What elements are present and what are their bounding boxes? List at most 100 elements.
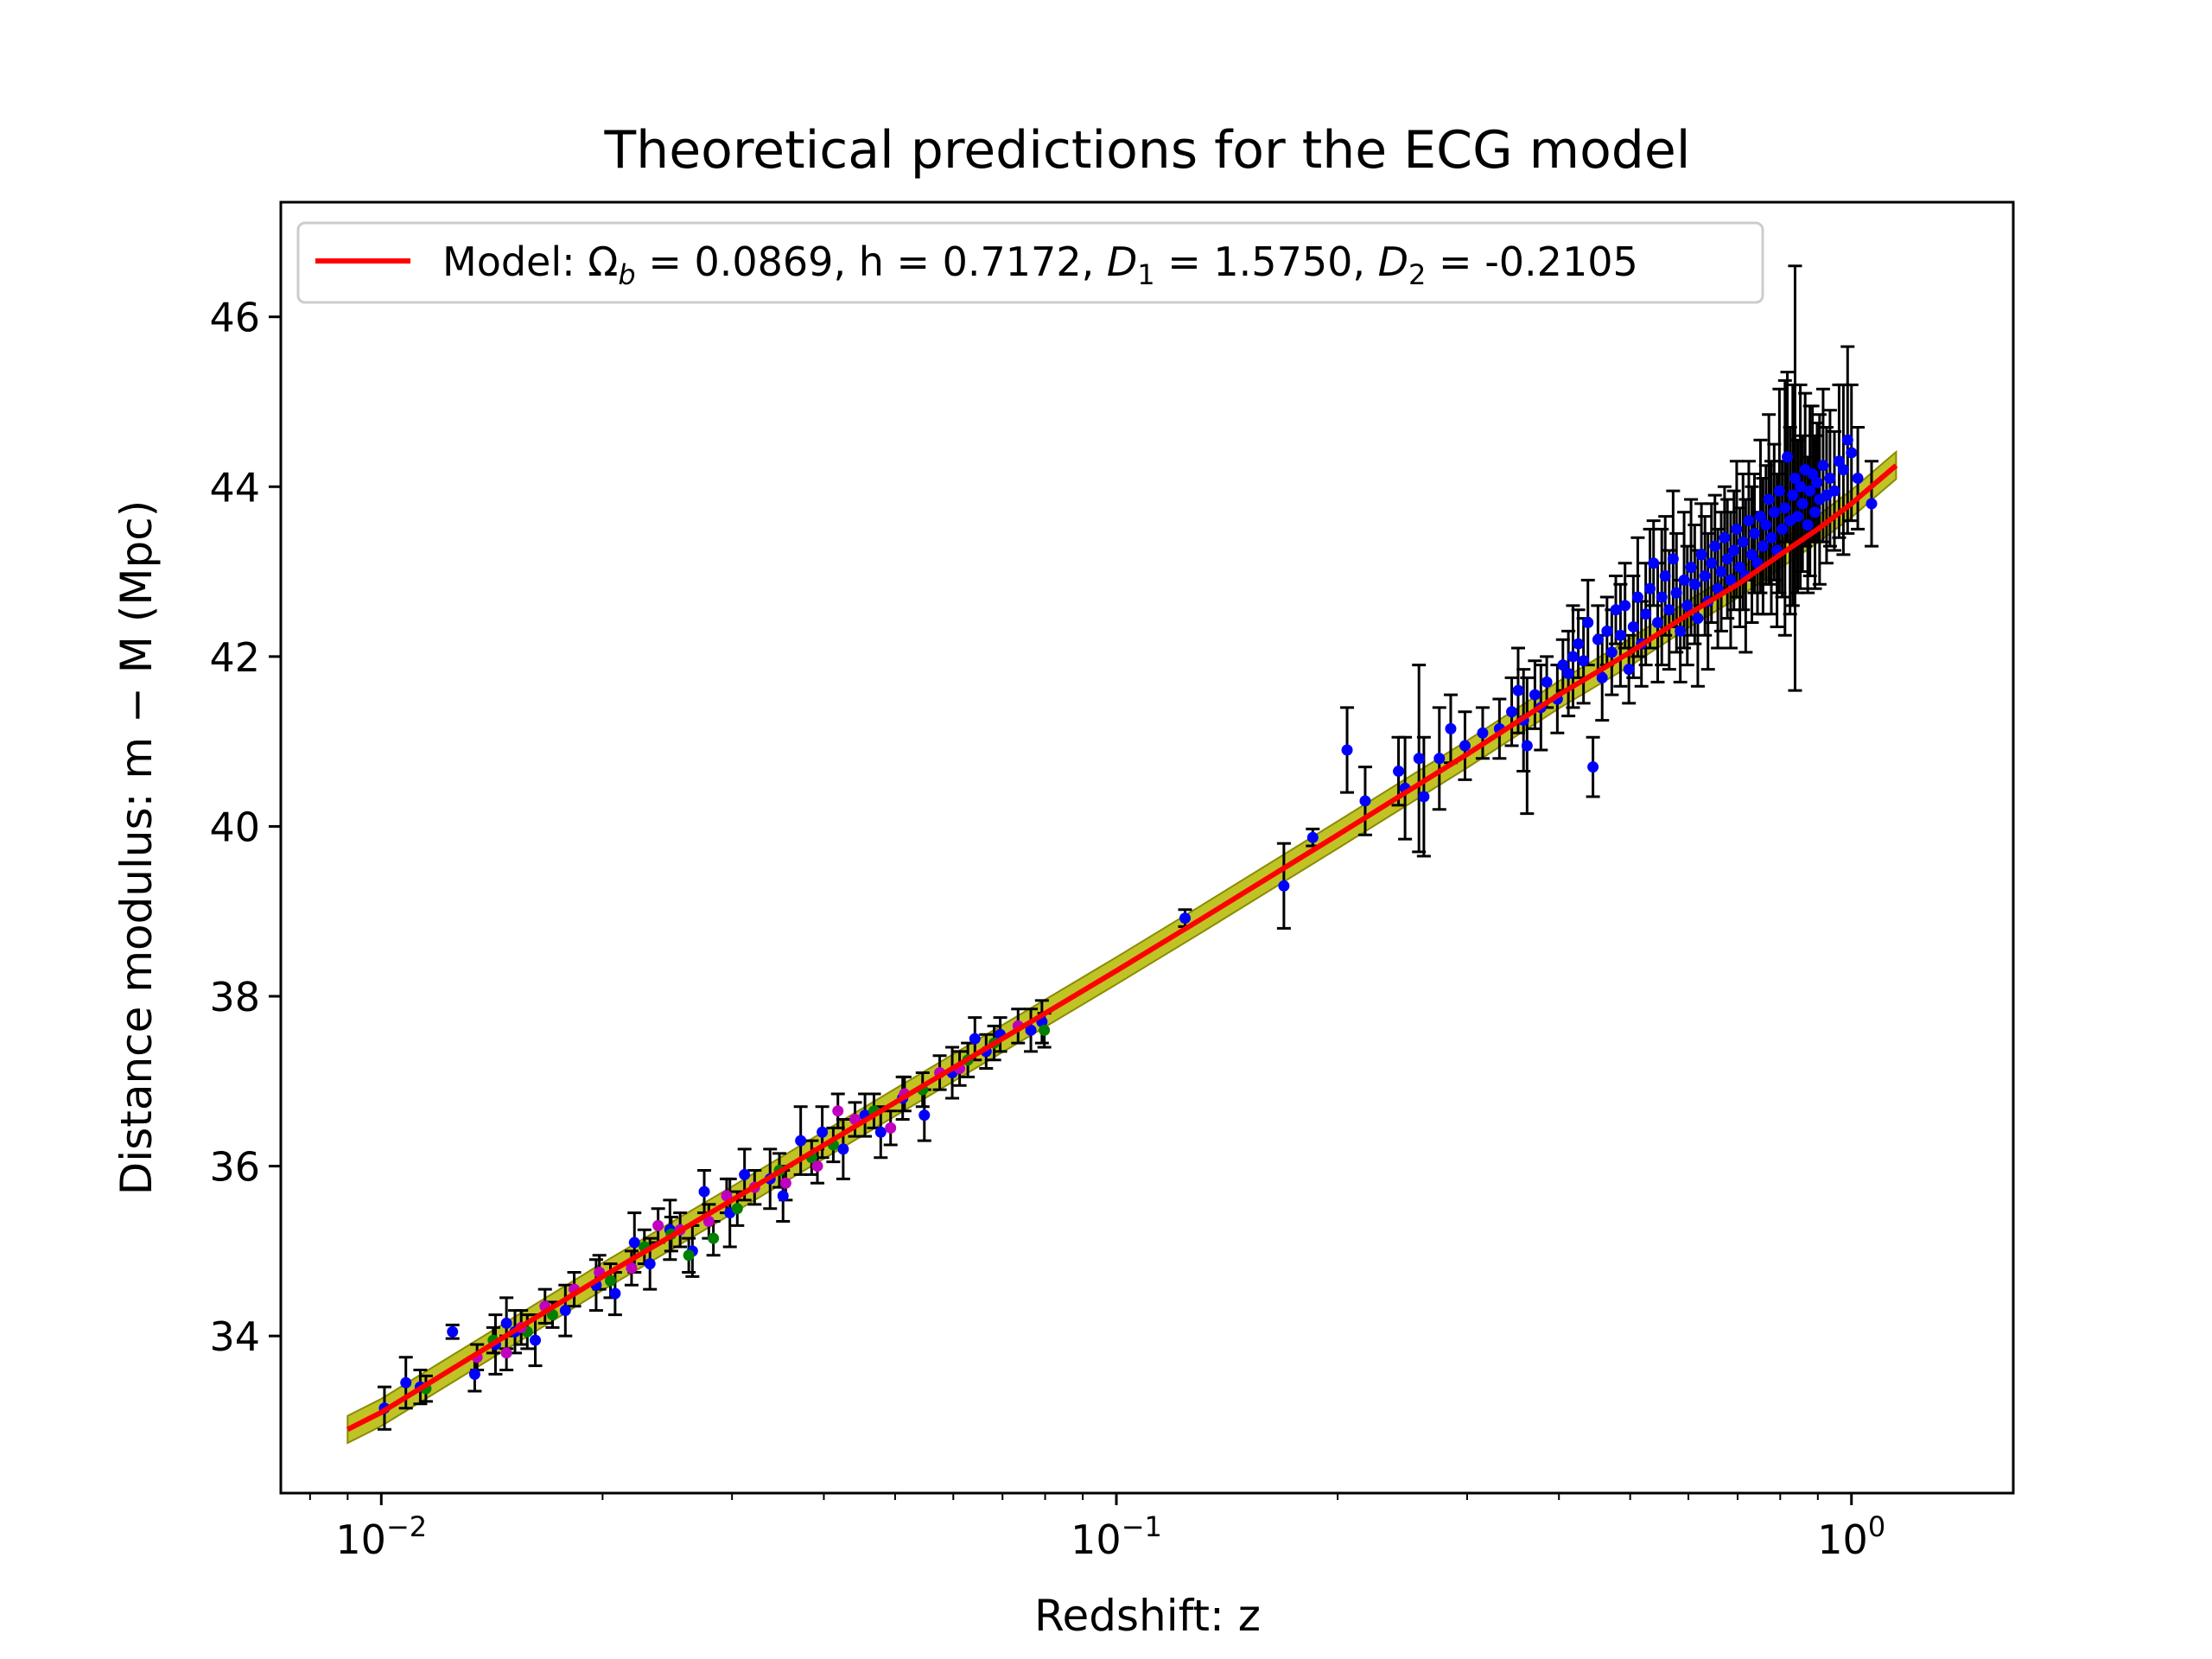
marker-3-53 — [1731, 523, 1743, 535]
y-axis-label: Distance modulus: m − M (Mpc) — [111, 500, 162, 1195]
marker-3-46 — [1709, 540, 1721, 552]
marker-3-45 — [1706, 557, 1718, 569]
marker-0-27 — [918, 1109, 931, 1122]
marker-3-43 — [1699, 569, 1711, 582]
marker-3-90 — [1837, 464, 1849, 476]
marker-3-37 — [1678, 574, 1690, 586]
legend-d1: D — [1107, 238, 1137, 285]
marker-0-11 — [609, 1287, 621, 1300]
marker-3-91 — [1841, 434, 1853, 446]
axes-frame — [279, 200, 2015, 1495]
marker-0-4 — [468, 1368, 480, 1380]
x-tick-label-0: 10−2 — [335, 1510, 427, 1563]
marker-0-6 — [500, 1317, 512, 1329]
marker-3-14 — [1582, 617, 1594, 629]
marker-3-2 — [1512, 684, 1524, 696]
marker-3-94 — [1866, 498, 1878, 510]
marker-3-13 — [1578, 655, 1590, 667]
marker-3-39 — [1685, 562, 1697, 574]
marker-1-8 — [708, 1232, 720, 1244]
marker-0-21 — [795, 1135, 807, 1147]
marker-0-23 — [837, 1143, 849, 1155]
model-line — [346, 463, 1898, 1432]
marker-3-25 — [1631, 591, 1643, 603]
marker-3-34 — [1667, 553, 1679, 565]
marker-3-63 — [1760, 519, 1772, 531]
marker-3-52 — [1728, 544, 1740, 556]
marker-3-31 — [1656, 591, 1668, 603]
marker-2-6 — [626, 1262, 638, 1274]
marker-3-93 — [1852, 472, 1864, 484]
marker-3-50 — [1721, 553, 1733, 565]
marker-3-35 — [1670, 587, 1682, 599]
legend-d2-sub: 2 — [1408, 258, 1426, 291]
marker-0-38 — [1359, 795, 1371, 807]
legend-d1-sub: 1 — [1137, 258, 1154, 291]
marker-3-68 — [1773, 485, 1785, 497]
marker-2-14 — [832, 1105, 844, 1117]
marker-3-17 — [1596, 671, 1608, 683]
marker-3-28 — [1644, 582, 1656, 594]
marker-0-8 — [530, 1334, 542, 1346]
marker-3-92 — [1846, 447, 1858, 459]
marker-0-34 — [1179, 912, 1191, 925]
marker-3-83 — [1811, 476, 1823, 488]
marker-0-16 — [698, 1185, 710, 1198]
marker-3-11 — [1567, 651, 1579, 663]
marker-3-82 — [1809, 506, 1821, 518]
axis-ticks: 34 36 38 40 42 44 46 10−2 10−1 100 — [209, 295, 1885, 1563]
marker-3-65 — [1765, 531, 1777, 543]
marker-0-43 — [1433, 753, 1446, 765]
marker-0-12 — [628, 1236, 640, 1249]
marker-3-70 — [1779, 502, 1791, 514]
marker-0-3 — [447, 1325, 459, 1338]
marker-0-35 — [1278, 880, 1290, 892]
marker-1-7 — [683, 1249, 695, 1262]
marker-3-38 — [1681, 600, 1694, 612]
marker-3-69 — [1777, 523, 1789, 535]
marker-3-7 — [1541, 676, 1553, 688]
marker-3-61 — [1754, 511, 1766, 523]
marker-0-22 — [817, 1126, 829, 1138]
plot-area — [346, 264, 1898, 1445]
x-axis-label-text: Redshift: z — [1034, 1591, 1261, 1641]
marker-3-19 — [1605, 646, 1618, 658]
y-tick-label-46: 46 — [209, 295, 260, 341]
y-tick-label-42: 42 — [209, 634, 260, 681]
marker-3-85 — [1817, 460, 1829, 472]
legend-d2: D — [1378, 238, 1408, 285]
y-tick-label-34: 34 — [209, 1313, 260, 1360]
marker-3-1 — [1506, 706, 1518, 718]
chart-title: Theoretical predictions for the ECG mode… — [604, 120, 1691, 181]
marker-0-39 — [1393, 766, 1405, 778]
marker-0-41 — [1413, 753, 1425, 765]
marker-1-9 — [731, 1203, 743, 1215]
marker-3-66 — [1768, 506, 1780, 518]
marker-3-81 — [1807, 468, 1819, 480]
legend-prefix: Model: Ω — [442, 238, 618, 285]
marker-0-20 — [777, 1190, 789, 1202]
x-axis-label: Redshift: z — [1034, 1591, 1261, 1641]
marker-3-58 — [1745, 549, 1758, 561]
marker-3-49 — [1719, 531, 1731, 543]
marker-0-18 — [739, 1168, 751, 1180]
marker-3-79 — [1802, 519, 1814, 531]
marker-2-16 — [885, 1122, 897, 1134]
legend-d2-val: = -0.2105 — [1426, 238, 1637, 285]
marker-3-4 — [1521, 740, 1533, 752]
marker-3-77 — [1796, 498, 1808, 510]
marker-3-40 — [1688, 578, 1700, 590]
marker-3-59 — [1748, 527, 1760, 539]
marker-0-9 — [559, 1305, 571, 1317]
marker-1-4 — [604, 1274, 616, 1287]
marker-3-22 — [1619, 600, 1631, 612]
legend-box — [296, 221, 1764, 304]
marker-3-27 — [1640, 608, 1652, 620]
marker-3-62 — [1757, 540, 1769, 552]
legend: Model: Ωb = 0.0869, h = 0.7172, D1 = 1.5… — [296, 221, 1764, 304]
marker-3-12 — [1573, 638, 1585, 650]
marker-3-5 — [1529, 689, 1541, 701]
legend-sub-b: b — [618, 258, 635, 291]
marker-3-32 — [1659, 569, 1671, 582]
marker-3-80 — [1804, 485, 1816, 497]
